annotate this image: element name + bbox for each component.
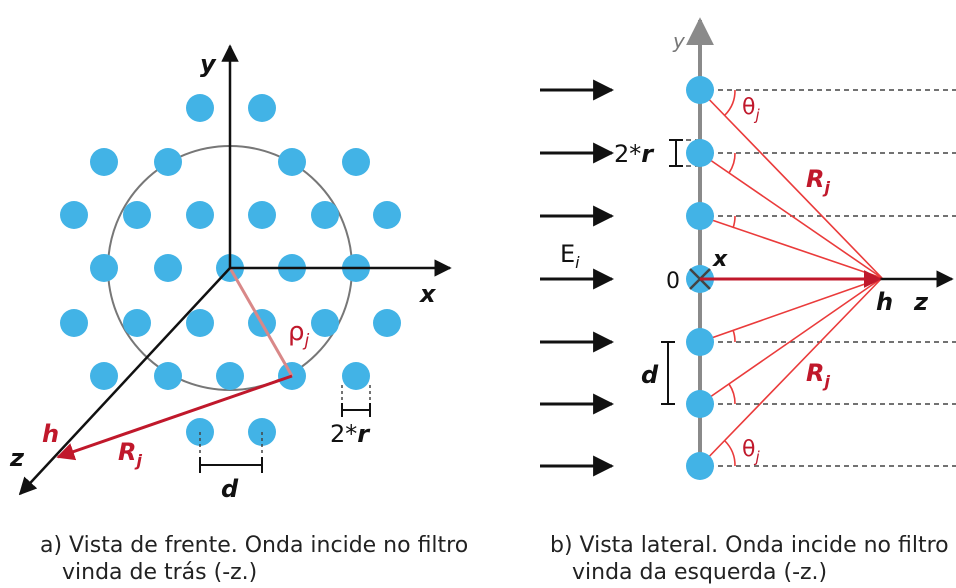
ei-label: Ei (560, 240, 580, 272)
panel-b-side-view: y x 0 h z Ei 2*r d θj θj Rj Rj (540, 17, 956, 480)
rj-label-b-bottom: Rj (806, 359, 830, 391)
dot (686, 202, 714, 230)
dot (123, 201, 151, 229)
zero-label: 0 (666, 269, 680, 294)
caption-a-line1: a) Vista de frente. Onda incide no filtr… (40, 533, 469, 558)
caption-b-line2: vinda da esquerda (-z.) (572, 560, 828, 585)
incident-wave-arrows (540, 79, 615, 477)
x-axis-label-a: x (419, 280, 437, 308)
rho-label: ρj (288, 317, 310, 351)
dot (90, 148, 118, 176)
dot (686, 139, 714, 167)
dot (686, 76, 714, 104)
dot (686, 390, 714, 418)
dot (90, 254, 118, 282)
side-dot-array (686, 76, 714, 480)
caption-b: b) Vista lateral. Onda incide no filtro … (550, 532, 949, 586)
caption-b-line1: b) Vista lateral. Onda incide no filtro (550, 533, 949, 558)
y-axis-label-b: y (672, 29, 686, 53)
dot (373, 201, 401, 229)
z-axis-a (18, 267, 231, 496)
2r-bracket-b (669, 139, 683, 167)
d-label-b: d (641, 361, 659, 389)
dot (154, 362, 182, 390)
dot (60, 309, 88, 337)
front-dot-array (60, 94, 401, 446)
dot (311, 309, 339, 337)
dot (311, 201, 339, 229)
dot (248, 201, 276, 229)
panel-a-front-view: y x z h ρj Rj 2*r d (9, 44, 452, 503)
dot (154, 148, 182, 176)
dot (342, 148, 370, 176)
2r-label-a: 2*r (330, 420, 371, 448)
rj-label-a: Rj (118, 438, 142, 470)
dot (123, 309, 151, 337)
theta-arcs (724, 89, 736, 467)
h-label-b: h (876, 288, 893, 316)
caption-a-line2: vinda de trás (-z.) (62, 560, 258, 585)
caption-a: a) Vista de frente. Onda incide no filtr… (40, 532, 468, 586)
theta-label-bottom: θj (742, 437, 760, 466)
dot (342, 362, 370, 390)
dot (90, 362, 118, 390)
dot (60, 201, 88, 229)
dot (686, 328, 714, 356)
d-dimension-a (199, 457, 263, 473)
dot (216, 362, 244, 390)
rho-line (228, 267, 294, 377)
z-axis-label-b: z (913, 288, 929, 316)
dot (248, 94, 276, 122)
rj-label-b-top: Rj (806, 165, 830, 197)
dot (154, 254, 182, 282)
rj-arrow-a (56, 374, 293, 461)
rj-rays (699, 89, 883, 467)
2r-label-b: 2*r (614, 140, 655, 168)
dot (686, 452, 714, 480)
dot (278, 148, 306, 176)
x-axis-label-b: x (712, 247, 728, 272)
dot (186, 309, 214, 337)
theta-label-top: θj (742, 95, 760, 124)
d-bracket-b (661, 341, 675, 405)
dot (186, 201, 214, 229)
d-label-a: d (221, 475, 239, 503)
2r-dimension-a (341, 403, 371, 417)
h-label-a: h (42, 420, 59, 448)
dot (186, 94, 214, 122)
z-axis-label-a: z (9, 444, 25, 472)
y-axis-label-a: y (200, 50, 217, 78)
dot (373, 309, 401, 337)
